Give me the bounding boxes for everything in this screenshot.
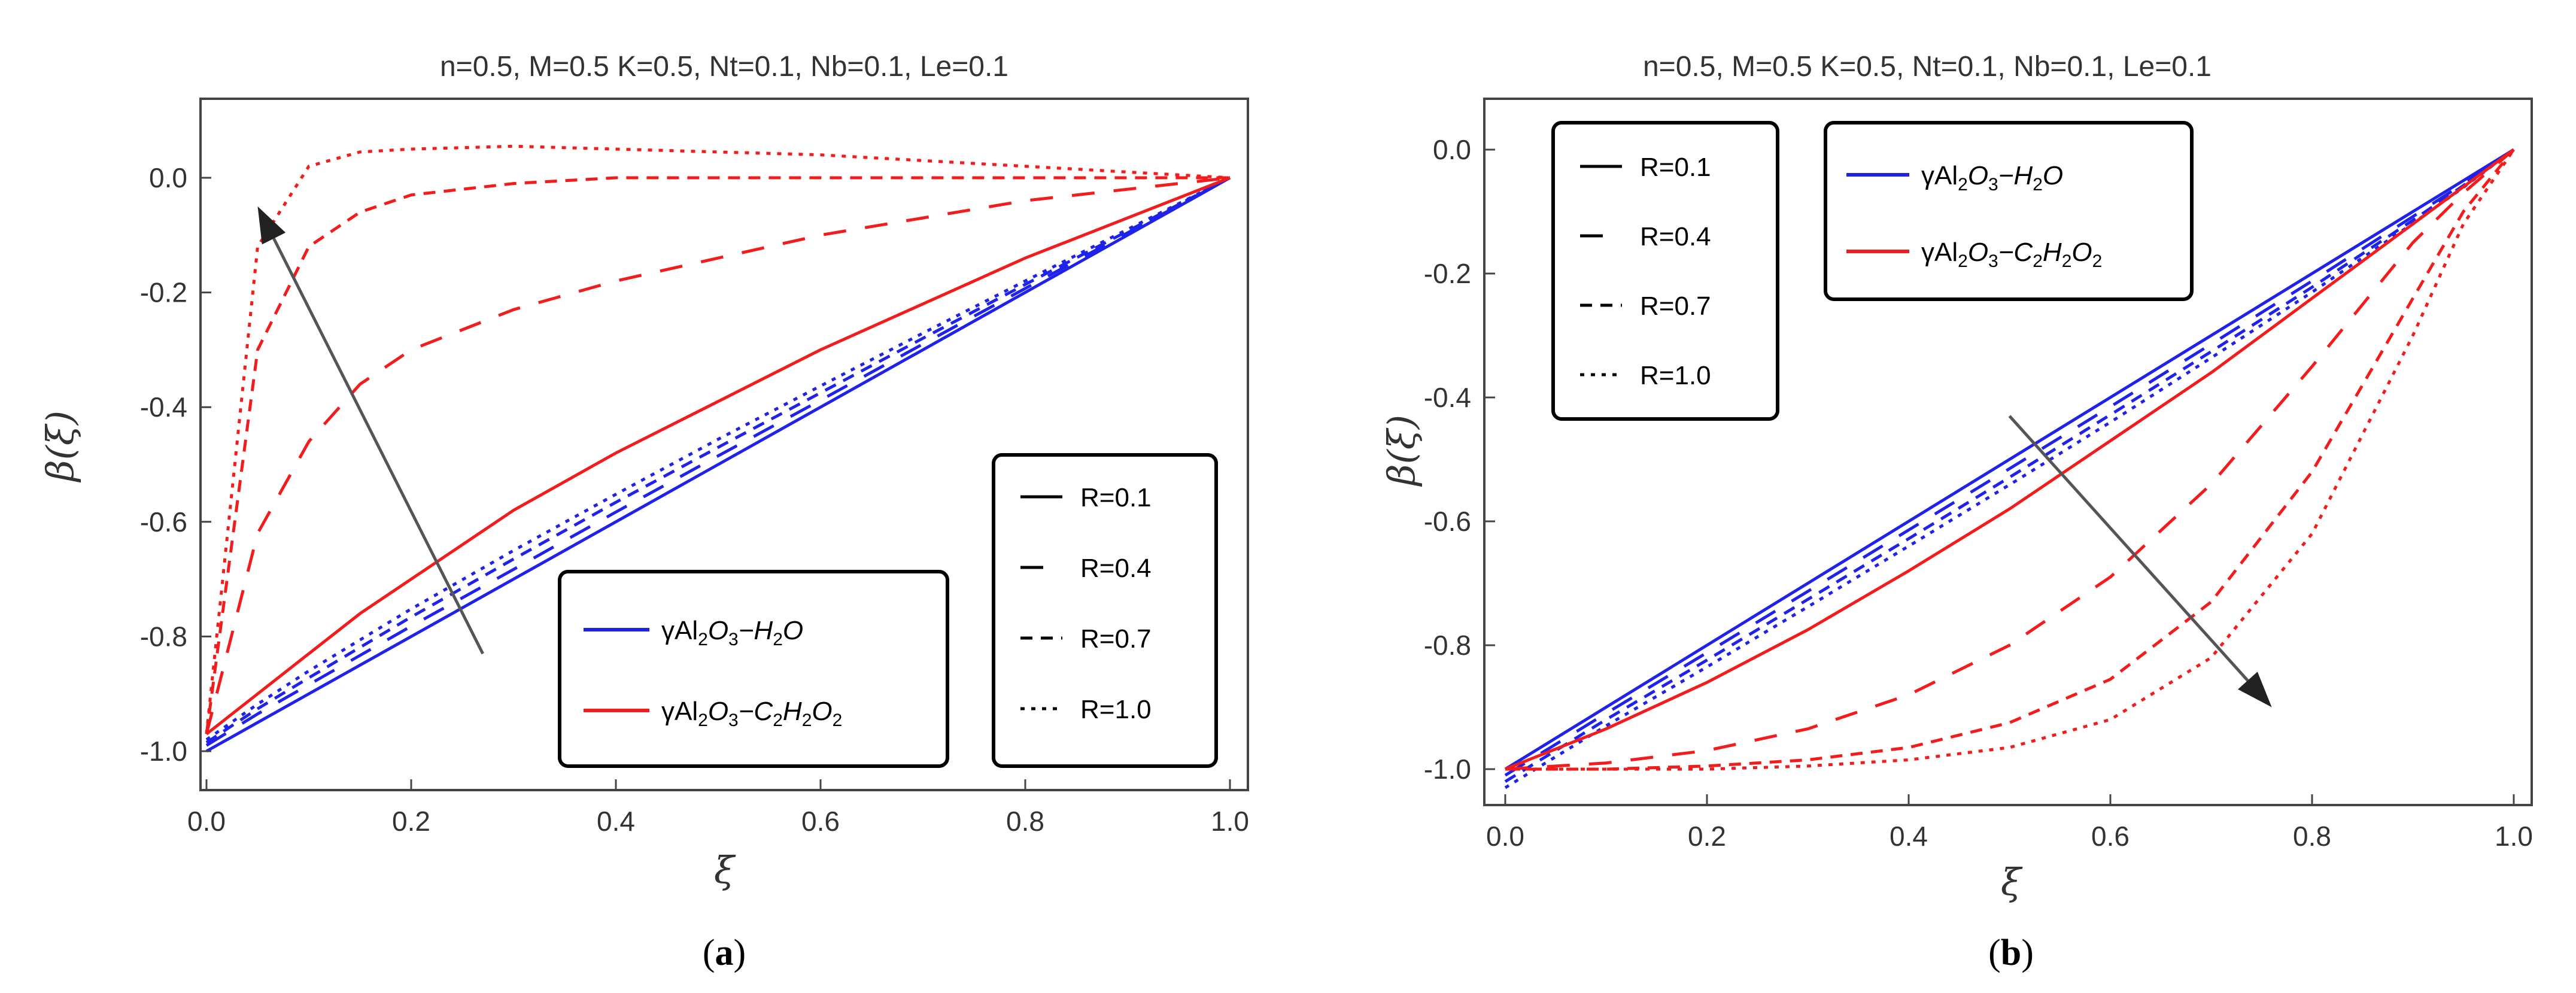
panel-a-x-tick-label: 0.6 xyxy=(801,806,840,837)
panel-b-y-tick-label: 0.0 xyxy=(1433,134,1471,165)
panel-a-ticks: 0.0 0.2 0.4 0.6 0.8 1.0 0.0 -0.2 -0.4 -0.6 -0.8 -1.… xyxy=(140,162,1249,837)
panel-a-series-c2h2o2-r-0_7 xyxy=(205,176,1230,734)
panel-b-y-tick-label: -0.2 xyxy=(1424,258,1471,289)
panel-b-series-h2o-r-0_4 xyxy=(1504,148,2515,777)
panel-a-increasing-r-arrow xyxy=(257,206,484,655)
panel-a-r-legend: R=0.1 R=0.4 R=0.7 R=1.0 xyxy=(992,453,1218,768)
panel-b-series-c2h2o2-r-0_1 xyxy=(1505,148,2515,771)
panel-b-fluid-legend: γAl2O3−H2O γAl2O3−C2H2O2 xyxy=(1824,121,2194,301)
panel-b-x-tick-label: 0.4 xyxy=(1890,821,1928,852)
panel-b-ticks: 0.0 0.2 0.4 0.6 0.8 1.0 0.0 -0.2 -0.4 -0.6 -0.8 -1.… xyxy=(1424,134,2533,852)
panel-a-frame xyxy=(199,98,1249,791)
panel-a-caption: (a) xyxy=(703,933,746,973)
panel-b-x-tick-label: 0.6 xyxy=(2091,821,2130,852)
panel-a-r-label-0: R=0.1 xyxy=(1080,483,1152,512)
panel-b-legend-label-h2o: γAl2O3−H2O xyxy=(1921,161,2063,195)
panel-a-x-tick-label: 0.2 xyxy=(392,806,430,837)
panel-a-arrow-shaft xyxy=(272,238,484,655)
panel-a-x-tick-label: 0.0 xyxy=(187,806,226,837)
panel-b-x-tick-label: 0.8 xyxy=(2293,821,2331,852)
panel-a-x-tick-label: 0.4 xyxy=(597,806,635,837)
panel-b-legend-label-c2h2o2: γAl2O3−C2H2O2 xyxy=(1921,238,2102,271)
panel-b-frame xyxy=(1483,98,2533,806)
panel-a-y-axis-label: β(ξ) xyxy=(38,411,82,482)
panel-b-y-tick-label: -0.6 xyxy=(1424,506,1471,537)
panel-b-y-tick-label: -1.0 xyxy=(1424,754,1471,785)
panel-a-r-label-3: R=1.0 xyxy=(1080,695,1152,724)
panel-b-caption: (b) xyxy=(1988,933,2034,973)
panel-a-r-label-1: R=0.4 xyxy=(1080,554,1152,583)
panel-a-y-tick-label: -0.8 xyxy=(140,621,187,652)
panel-a: n=0.5, M=0.5 K=0.5, Nt=0.1, Nb=0.1, Le=0… xyxy=(38,51,1249,973)
panel-b-plot-area xyxy=(1504,148,2516,789)
panel-a-fluid-legend-box xyxy=(558,570,949,768)
panel-b-series-c2h2o2-r-1 xyxy=(1505,148,2516,771)
panel-a-series-c2h2o2-r-0_1 xyxy=(205,176,1231,736)
panel-a-y-tick-label: -0.6 xyxy=(140,506,187,538)
panel-b-title: n=0.5, M=0.5 K=0.5, Nt=0.1, Nb=0.1, Le=0… xyxy=(1643,51,2212,83)
panel-a-r-label-2: R=0.7 xyxy=(1080,624,1152,654)
panel-a-x-tick-label: 1.0 xyxy=(1211,806,1249,837)
panel-a-series-h2o-r-0_4 xyxy=(205,176,1231,747)
panel-b-x-tick-label: 0.0 xyxy=(1486,821,1524,852)
panel-b-increasing-r-arrow xyxy=(2008,415,2272,707)
panel-b-r-label-2: R=0.7 xyxy=(1640,291,1711,321)
panel-a-series-h2o-r-1 xyxy=(205,176,1231,741)
panel-b-x-tick-label: 0.2 xyxy=(1688,821,1726,852)
panel-a-legend-label-c2h2o2: γAl2O3−C2H2O2 xyxy=(661,697,842,730)
panel-a-r-legend-box xyxy=(992,453,1218,768)
panel-b-y-tick-label: -0.4 xyxy=(1424,382,1471,413)
panel-b: n=0.5, M=0.5 K=0.5, Nt=0.1, Nb=0.1, Le=0… xyxy=(1380,51,2533,973)
panel-a-arrow-head xyxy=(257,206,286,245)
panel-b-r-label-0: R=0.1 xyxy=(1640,153,1711,182)
panel-b-x-tick-label: 1.0 xyxy=(2495,821,2533,852)
panel-b-series-c2h2o2-r-0_4 xyxy=(1505,148,2515,771)
panel-a-y-tick-label: -0.2 xyxy=(140,277,187,308)
panel-a-y-tick-label: 0.0 xyxy=(149,162,187,193)
panel-b-y-tick-label: -0.8 xyxy=(1424,630,1471,661)
panel-a-series-h2o-r-0_7 xyxy=(205,176,1231,744)
panel-b-x-axis-label: ξ xyxy=(2001,860,2023,904)
panel-a-plot-area xyxy=(205,144,1231,753)
panel-a-x-tick-label: 0.8 xyxy=(1006,806,1044,837)
panel-b-arrow-shaft xyxy=(2008,415,2249,682)
panel-a-y-tick-label: -1.0 xyxy=(140,736,187,767)
panel-b-arrow-head xyxy=(2238,672,2272,707)
panel-a-series-c2h2o2-r-0_4 xyxy=(205,176,1231,734)
panel-b-fluid-legend-box xyxy=(1824,121,2194,301)
panel-a-fluid-legend: γAl2O3−H2O γAl2O3−C2H2O2 xyxy=(558,570,949,768)
panel-a-y-tick-label: -0.4 xyxy=(140,391,187,423)
panel-b-r-label-1: R=0.4 xyxy=(1640,222,1711,251)
panel-a-title: n=0.5, M=0.5 K=0.5, Nt=0.1, Nb=0.1, Le=0… xyxy=(440,51,1008,83)
panel-b-y-axis-label: β(ξ) xyxy=(1380,415,1423,487)
panel-b-series-h2o-r-0_1 xyxy=(1504,148,2515,771)
panel-b-series-c2h2o2-r-0_7 xyxy=(1505,148,2515,771)
panel-b-r-legend: R=0.1 R=0.4 R=0.7 R=1.0 xyxy=(1551,121,1779,421)
panel-a-legend-label-h2o: γAl2O3−H2O xyxy=(661,616,803,649)
panel-b-r-label-3: R=1.0 xyxy=(1640,361,1711,390)
panel-a-x-axis-label: ξ xyxy=(714,848,736,892)
panel-a-series-h2o-r-0_1 xyxy=(205,176,1231,753)
panel-b-r-legend-box xyxy=(1551,121,1779,421)
panel-a-series-c2h2o2-r-1 xyxy=(205,144,1231,734)
